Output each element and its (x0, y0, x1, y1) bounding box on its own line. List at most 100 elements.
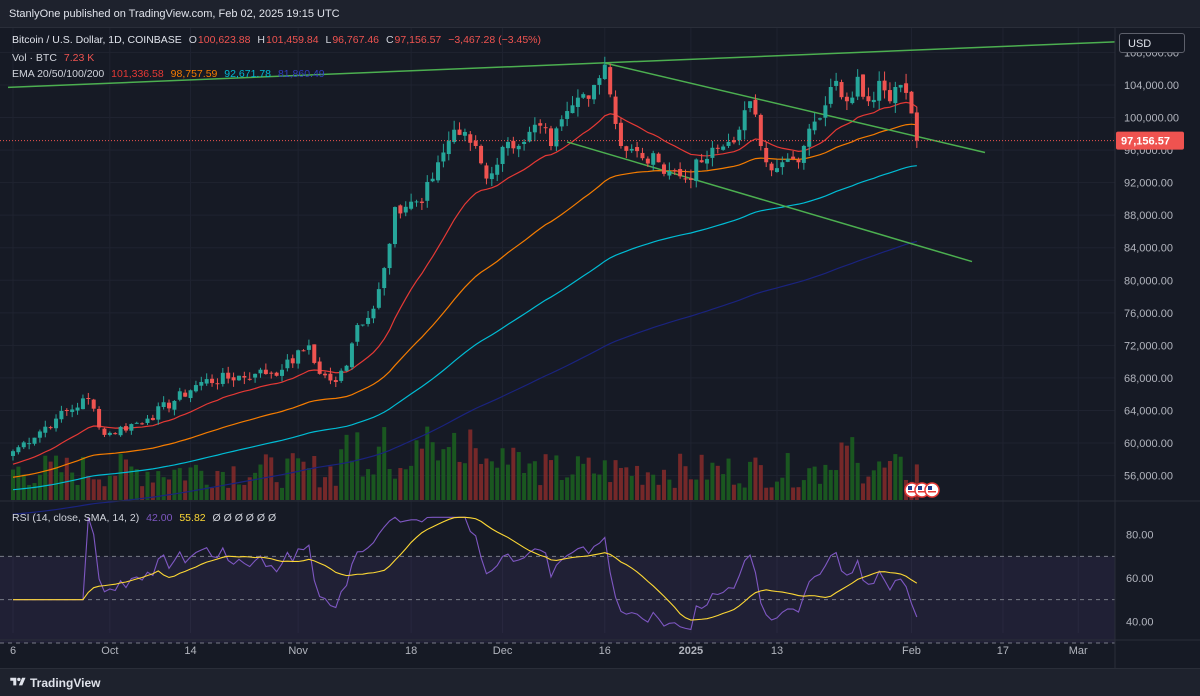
candle-body (914, 112, 919, 141)
volume-bar (850, 437, 855, 500)
candle-body (688, 178, 693, 180)
time-tick-label: 14 (184, 645, 196, 657)
volume-bar (801, 480, 806, 500)
volume-bar (785, 453, 790, 500)
candle-body (366, 317, 371, 324)
rsi-legend: RSI (14, close, SMA, 14, 2) 42.00 55.82 … (12, 512, 280, 524)
volume-bar (527, 463, 532, 500)
high-label: H (257, 34, 265, 46)
time-tick-label: 17 (997, 645, 1009, 657)
volume-bar (236, 484, 241, 500)
candle-body (667, 171, 672, 176)
volume-bar (32, 483, 37, 500)
volume-bars (11, 426, 919, 500)
candle-body (48, 427, 53, 429)
volume-bar (258, 464, 263, 500)
candle-body (758, 114, 763, 147)
volume-label: Vol · BTC (12, 52, 57, 64)
candle-body (661, 164, 666, 174)
candle-body (882, 80, 887, 91)
candle-body (807, 128, 812, 147)
candle-body (102, 428, 107, 435)
candle-body (11, 451, 15, 456)
time-tick-label: Nov (288, 645, 308, 657)
candle-body (199, 382, 204, 386)
last-price-badge (1116, 131, 1184, 150)
volume-bar (349, 460, 354, 500)
candle-body (285, 359, 290, 369)
price-tick-label: 76,000.00 (1124, 308, 1173, 320)
ema20-value: 101,336.58 (111, 68, 164, 80)
candles[interactable] (11, 56, 919, 461)
time-tick-label: 2025 (679, 645, 703, 657)
rsi-axis-label: 40.00 (1126, 616, 1154, 628)
candle-body (32, 437, 37, 444)
volume-bar (694, 479, 699, 500)
candle-body (398, 205, 403, 214)
candle-body (371, 308, 376, 319)
rsi-sma-value: 55.82 (179, 512, 206, 524)
volume-bar (161, 477, 166, 500)
volume-bar (215, 470, 220, 500)
candle-body (769, 163, 774, 171)
candle-body (263, 369, 268, 375)
volume-bar (167, 479, 172, 500)
volume-bar (823, 464, 828, 500)
candle-body (97, 408, 102, 428)
volume-bar (102, 486, 107, 500)
candle-body (457, 129, 462, 135)
volume-bar (559, 479, 564, 500)
chart-area[interactable]: 80.00 60.00 40.00 108,000.00 104,000.00 100,… (0, 28, 1200, 668)
volume-bar (11, 469, 15, 500)
volume-bar (495, 467, 500, 500)
candle-body (570, 105, 575, 114)
volume-bar (436, 460, 441, 500)
candle-body (91, 399, 96, 409)
open-value: 100,623.88 (197, 34, 251, 46)
candle-body (774, 168, 779, 172)
volume-bar (75, 484, 80, 500)
volume-bar (753, 457, 758, 500)
candle-body (549, 128, 553, 146)
flag-stripe-icon (928, 491, 936, 493)
candle-body (710, 147, 715, 158)
volume-bar (409, 465, 414, 500)
candle-body (64, 410, 69, 412)
candle-body (818, 118, 822, 120)
volume-bar (538, 485, 543, 500)
chart-svg[interactable]: 80.00 60.00 40.00 108,000.00104,000.00100,… (0, 28, 1200, 668)
volume-bar (54, 455, 59, 500)
candle-body (328, 373, 333, 381)
candle-body (726, 141, 731, 146)
candle-body (538, 123, 543, 126)
candle-body (753, 99, 758, 115)
volume-bar (678, 453, 683, 500)
channel-upper-trendline (604, 62, 986, 154)
candle-body (231, 377, 236, 381)
time-tick-label: Dec (493, 645, 513, 657)
candle-body (333, 380, 338, 382)
volume-bar (312, 456, 317, 500)
channel-lower-trendline (566, 141, 973, 263)
candle-body (123, 426, 128, 431)
event-icons[interactable] (904, 482, 940, 498)
candle-body (226, 372, 231, 379)
candle-body (382, 268, 387, 289)
volume-bar (280, 487, 284, 500)
currency-button[interactable]: USD (1119, 33, 1185, 53)
volume-legend: Vol · BTC 7.23 K (12, 52, 98, 64)
volume-bar (366, 469, 371, 500)
volume-bar (554, 455, 559, 500)
candle-body (898, 84, 903, 88)
volume-bar (549, 460, 553, 500)
volume-bar (656, 484, 661, 500)
volume-bar (274, 482, 279, 500)
candle-body (323, 373, 328, 376)
candle-body (183, 392, 188, 397)
candle-body (887, 90, 892, 102)
volume-bar (887, 461, 892, 500)
candle-body (134, 422, 139, 424)
volume-bar (247, 477, 252, 500)
volume-bar (129, 466, 134, 500)
candle-body (473, 140, 478, 146)
